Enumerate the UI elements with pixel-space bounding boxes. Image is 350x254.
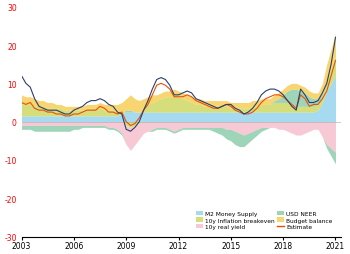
Legend: M2 Money Supply, 10y Inflation breakeven, 10y real yield, USD NEER, Budget balan: M2 Money Supply, 10y Inflation breakeven…	[194, 209, 335, 232]
